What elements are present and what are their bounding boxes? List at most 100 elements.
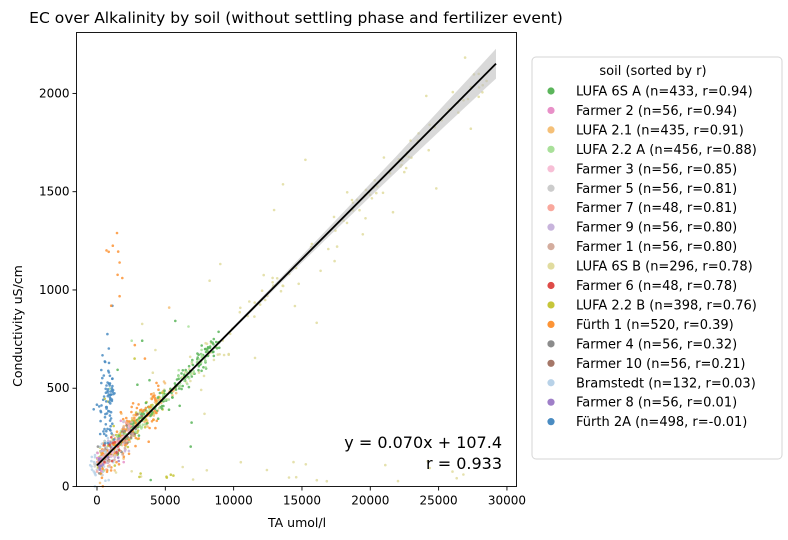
- data-point: [106, 441, 110, 445]
- data-point: [97, 459, 101, 462]
- data-point: [160, 407, 164, 410]
- data-point: [134, 430, 138, 434]
- data-point: [135, 406, 139, 410]
- data-point: [104, 479, 107, 483]
- data-point: [110, 459, 114, 463]
- data-point: [153, 394, 156, 397]
- data-point: [134, 421, 138, 425]
- data-point: [179, 376, 183, 380]
- data-point: [156, 396, 160, 399]
- data-point: [123, 429, 126, 433]
- data-point: [110, 432, 113, 435]
- data-point: [403, 170, 406, 174]
- data-point: [105, 429, 108, 433]
- data-point: [177, 368, 180, 372]
- data-point: [138, 425, 142, 429]
- data-point: [101, 473, 104, 477]
- legend-entry-label: Farmer 2 (n=56, r=0.94): [576, 104, 737, 119]
- data-point: [181, 465, 184, 469]
- data-point: [381, 191, 385, 195]
- data-point: [125, 416, 128, 420]
- data-point: [197, 371, 201, 374]
- data-point: [112, 424, 115, 428]
- data-point: [104, 387, 107, 391]
- legend-marker: [547, 301, 555, 309]
- data-point: [127, 452, 131, 456]
- data-point: [130, 421, 133, 424]
- data-point: [143, 357, 147, 360]
- legend-marker: [547, 262, 555, 270]
- legend-title: soil (sorted by r): [599, 64, 706, 79]
- legend-marker: [547, 418, 555, 426]
- correlation-value: r = 0.933: [426, 454, 502, 473]
- data-point: [128, 424, 132, 428]
- data-point: [95, 403, 99, 407]
- data-point: [113, 458, 116, 462]
- data-point: [148, 378, 151, 382]
- data-point: [204, 341, 207, 345]
- legend-entry-label: LUFA 2.2 B (n=398, r=0.76): [576, 298, 757, 313]
- data-point: [111, 377, 114, 381]
- data-point: [108, 419, 112, 422]
- data-point: [106, 455, 110, 459]
- data-point: [100, 476, 104, 480]
- data-point: [144, 401, 148, 405]
- data-point: [93, 462, 96, 466]
- data-point: [106, 427, 109, 431]
- data-point: [153, 396, 157, 400]
- data-point: [112, 443, 115, 447]
- data-point: [287, 476, 291, 479]
- legend-entry-label: Farmer 1 (n=56, r=0.80): [576, 240, 737, 255]
- data-point: [123, 449, 127, 453]
- data-point: [108, 464, 111, 467]
- legend-marker: [547, 359, 555, 367]
- data-point: [238, 310, 242, 314]
- data-point: [93, 472, 97, 475]
- data-point: [92, 470, 95, 473]
- data-point: [265, 468, 269, 472]
- data-point: [174, 391, 178, 395]
- data-point: [122, 457, 125, 460]
- data-point: [428, 466, 432, 470]
- legend-entry-label: Farmer 4 (n=56, r=0.32): [576, 337, 737, 352]
- data-point: [143, 425, 147, 429]
- legend-entry-label: LUFA 2.1 (n=435, r=0.91): [576, 123, 744, 138]
- data-point: [103, 460, 106, 464]
- data-point: [133, 419, 136, 422]
- data-point: [96, 456, 99, 460]
- data-point: [133, 357, 136, 360]
- data-point: [115, 460, 118, 464]
- data-point: [345, 221, 349, 225]
- data-point: [138, 411, 142, 414]
- data-point: [112, 438, 116, 441]
- data-point: [272, 208, 276, 212]
- data-point: [107, 448, 111, 452]
- legend-marker: [547, 398, 555, 406]
- data-point: [101, 398, 105, 402]
- data-point: [112, 434, 115, 437]
- data-point: [120, 432, 124, 436]
- data-point: [137, 437, 141, 440]
- data-point: [101, 376, 104, 380]
- data-point: [133, 343, 137, 347]
- data-point: [477, 95, 481, 99]
- data-point: [212, 350, 215, 354]
- data-point: [107, 369, 110, 373]
- data-point: [121, 276, 124, 280]
- data-point: [319, 269, 322, 273]
- legend-entry-label: Fürth 1 (n=520, r=0.39): [576, 318, 734, 333]
- data-point: [143, 423, 147, 426]
- data-point: [203, 412, 206, 416]
- legend-marker: [547, 340, 555, 348]
- data-point: [451, 470, 454, 473]
- data-point: [108, 393, 112, 397]
- x-tick-label: 5000: [150, 494, 181, 508]
- data-point: [136, 429, 140, 432]
- data-point: [97, 405, 101, 408]
- data-point: [144, 406, 148, 410]
- data-point: [134, 444, 137, 448]
- data-point: [335, 245, 339, 248]
- data-point: [315, 321, 319, 325]
- data-point: [172, 474, 175, 477]
- data-point: [179, 385, 182, 388]
